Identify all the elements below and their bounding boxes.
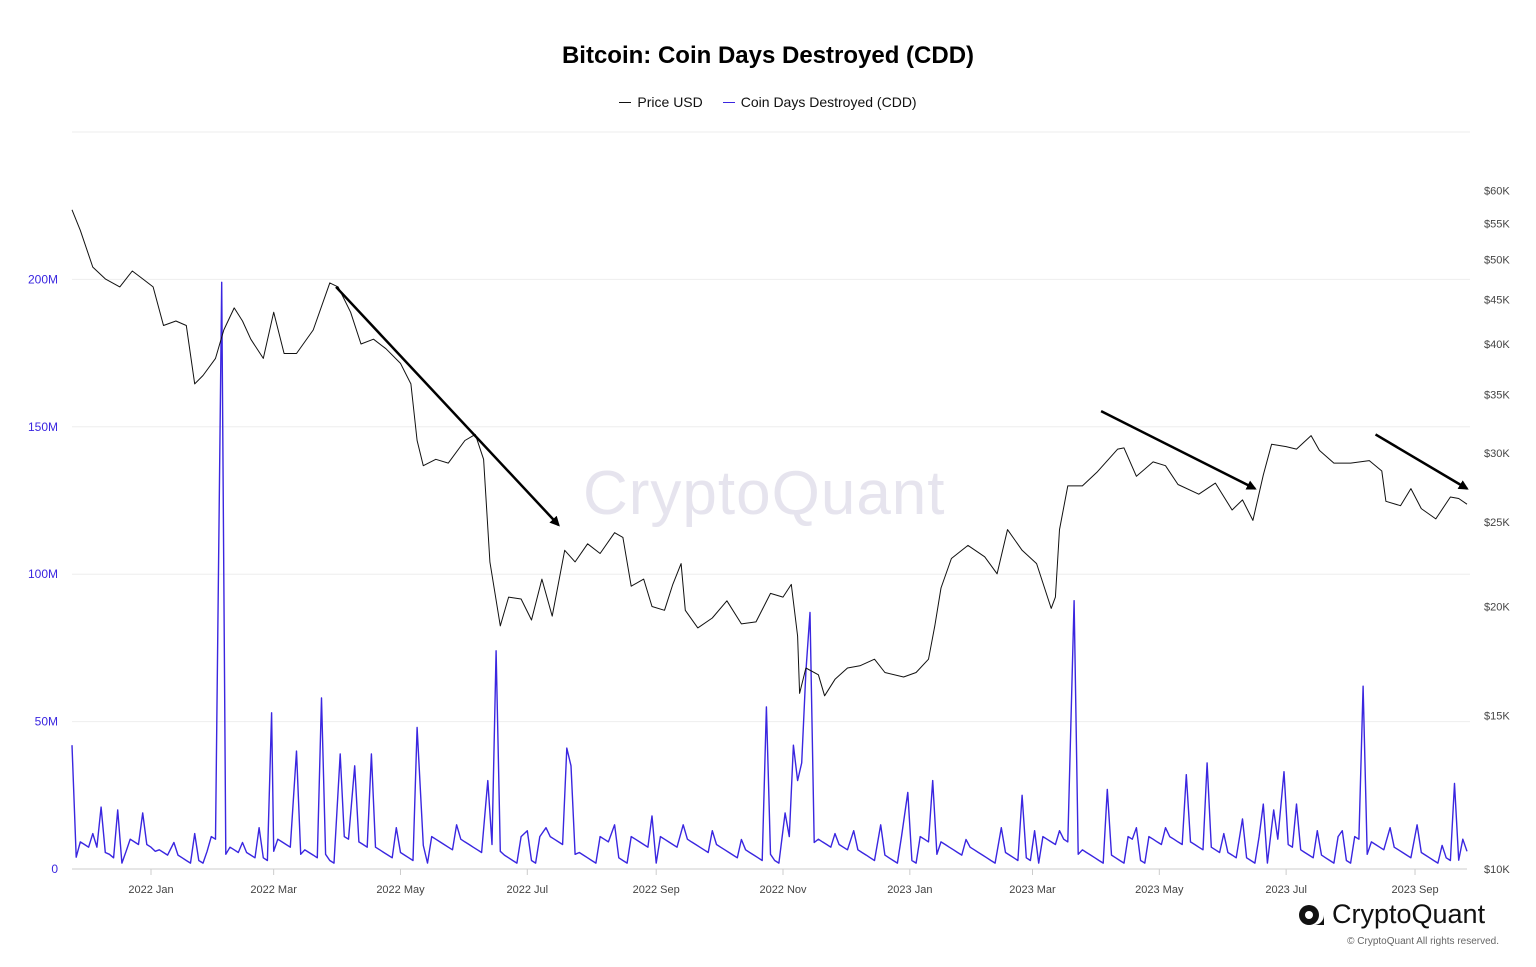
right-tick-label: $10K [1484,864,1510,876]
left-tick-label: 100M [28,567,58,581]
left-tick-label: 50M [35,715,58,729]
right-tick-label: $40K [1484,339,1510,351]
right-tick-label: $20K [1484,601,1510,613]
price-series-line[interactable] [71,209,1468,697]
right-tick-label: $25K [1484,517,1510,529]
left-tick-label: 0 [51,862,58,876]
right-tick-label: $55K [1484,218,1510,230]
legend-swatch-cdd [722,101,735,103]
cryptoquant-logo-icon [1299,904,1324,925]
x-tick-label: 2022 May [376,884,425,896]
trend-arrow [335,286,560,527]
left-axis: 0 50M 100M 150M 200M [28,272,58,876]
legend-item-price[interactable]: Price USD [619,94,703,110]
trend-arrow [1100,409,1257,490]
legend-label-price: Price USD [637,94,703,110]
legend-swatch-price [619,101,632,103]
x-tick-label: 2022 Mar [250,884,297,896]
x-axis: 2022 Jan 2022 Mar 2022 May 2022 Jul 2022 Sep… [128,869,1439,896]
annotations-layer [335,286,1469,527]
series-layer [71,209,1468,864]
trend-arrow [1374,433,1469,490]
chart-title: Bitcoin: Coin Days Destroyed (CDD) [561,42,975,69]
legend-item-cdd[interactable]: Coin Days Destroyed (CDD) [722,94,917,110]
right-tick-label: $30K [1484,448,1510,460]
right-tick-label: $60K [1484,185,1510,197]
legend: Price USD Coin Days Destroyed (CDD) [0,94,1536,110]
right-tick-label: $35K [1484,390,1510,402]
x-tick-label: 2022 Jan [128,884,173,896]
right-tick-label: $45K [1484,294,1510,306]
left-tick-label: 150M [28,420,58,434]
x-tick-label: 2022 Jul [507,884,549,896]
x-tick-label: 2023 Jul [1265,884,1307,896]
brand-logo: CryptoQuant [1298,899,1485,930]
gridlines [72,131,1470,870]
left-tick-label: 200M [28,272,58,286]
x-tick-label: 2023 Mar [1009,884,1056,896]
cdd-series-line[interactable] [71,281,1468,864]
x-tick-label: 2022 Sep [633,884,680,896]
x-tick-label: 2022 Nov [759,884,807,896]
x-tick-label: 2023 May [1135,884,1184,896]
right-tick-label: $15K [1484,710,1510,722]
x-tick-label: 2023 Sep [1391,884,1438,896]
right-axis: $10K $15K $20K $25K $30K $35K $40K $45K $50K $55K… [1484,185,1510,876]
brand-name: CryptoQuant [1332,899,1486,929]
x-tick-label: 2023 Jan [887,884,932,896]
legend-label-cdd: Coin Days Destroyed (CDD) [740,94,917,110]
right-tick-label: $50K [1484,254,1510,266]
copyright: © CryptoQuant All rights reserved. [1347,936,1499,947]
